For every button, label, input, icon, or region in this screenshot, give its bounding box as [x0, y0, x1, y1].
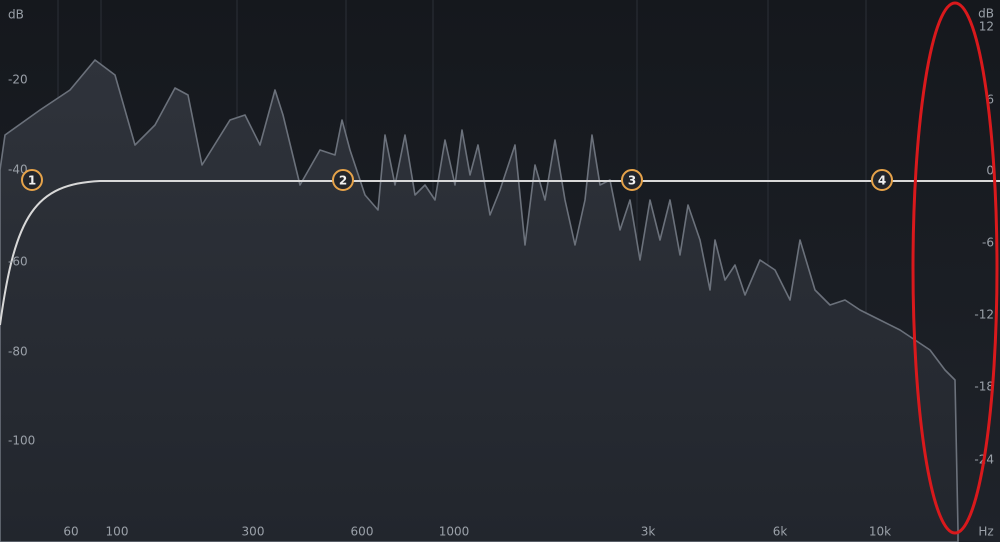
left-axis-label: -20 [8, 73, 28, 87]
eq-node-label: 1 [28, 174, 36, 188]
eq-node[interactable]: 2 [332, 169, 354, 191]
right-axis-label: 0 [986, 164, 994, 178]
frequency-label: 100 [106, 525, 129, 539]
eq-node[interactable]: 1 [21, 169, 43, 191]
right-axis-unit: dB [978, 7, 994, 21]
right-axis-label: -18 [974, 380, 994, 394]
eq-node-label: 3 [628, 174, 636, 188]
eq-node-handle[interactable] [621, 169, 643, 191]
left-axis-label: -60 [8, 255, 28, 269]
left-axis-label: -100 [8, 434, 35, 448]
eq-node-label: 4 [878, 174, 886, 188]
frequency-unit: Hz [978, 525, 993, 539]
left-axis-label: -80 [8, 345, 28, 359]
eq-node-handle[interactable] [332, 169, 354, 191]
eq-curve [0, 180, 1000, 326]
left-axis-unit: dB [8, 8, 24, 22]
eq-node-label: 2 [339, 174, 347, 188]
frequency-label: 3k [641, 525, 656, 539]
right-axis-label: -6 [982, 236, 994, 250]
frequency-label: 60 [63, 525, 78, 539]
right-axis-label: 6 [986, 93, 994, 107]
frequency-label: 300 [242, 525, 265, 539]
frequency-label: 6k [773, 525, 788, 539]
highlight-ellipse [911, 1, 999, 535]
frequency-label: 1000 [439, 525, 470, 539]
frequency-label: 10k [869, 525, 891, 539]
eq-node-handle[interactable] [871, 169, 893, 191]
frequency-label: 600 [351, 525, 374, 539]
right-axis-label: 12 [979, 20, 994, 34]
eq-node-handle[interactable] [21, 169, 43, 191]
right-axis-label: -12 [974, 308, 994, 322]
eq-node[interactable]: 4 [871, 169, 893, 191]
left-axis-label: -40 [8, 163, 28, 177]
eq-node[interactable]: 3 [621, 169, 643, 191]
